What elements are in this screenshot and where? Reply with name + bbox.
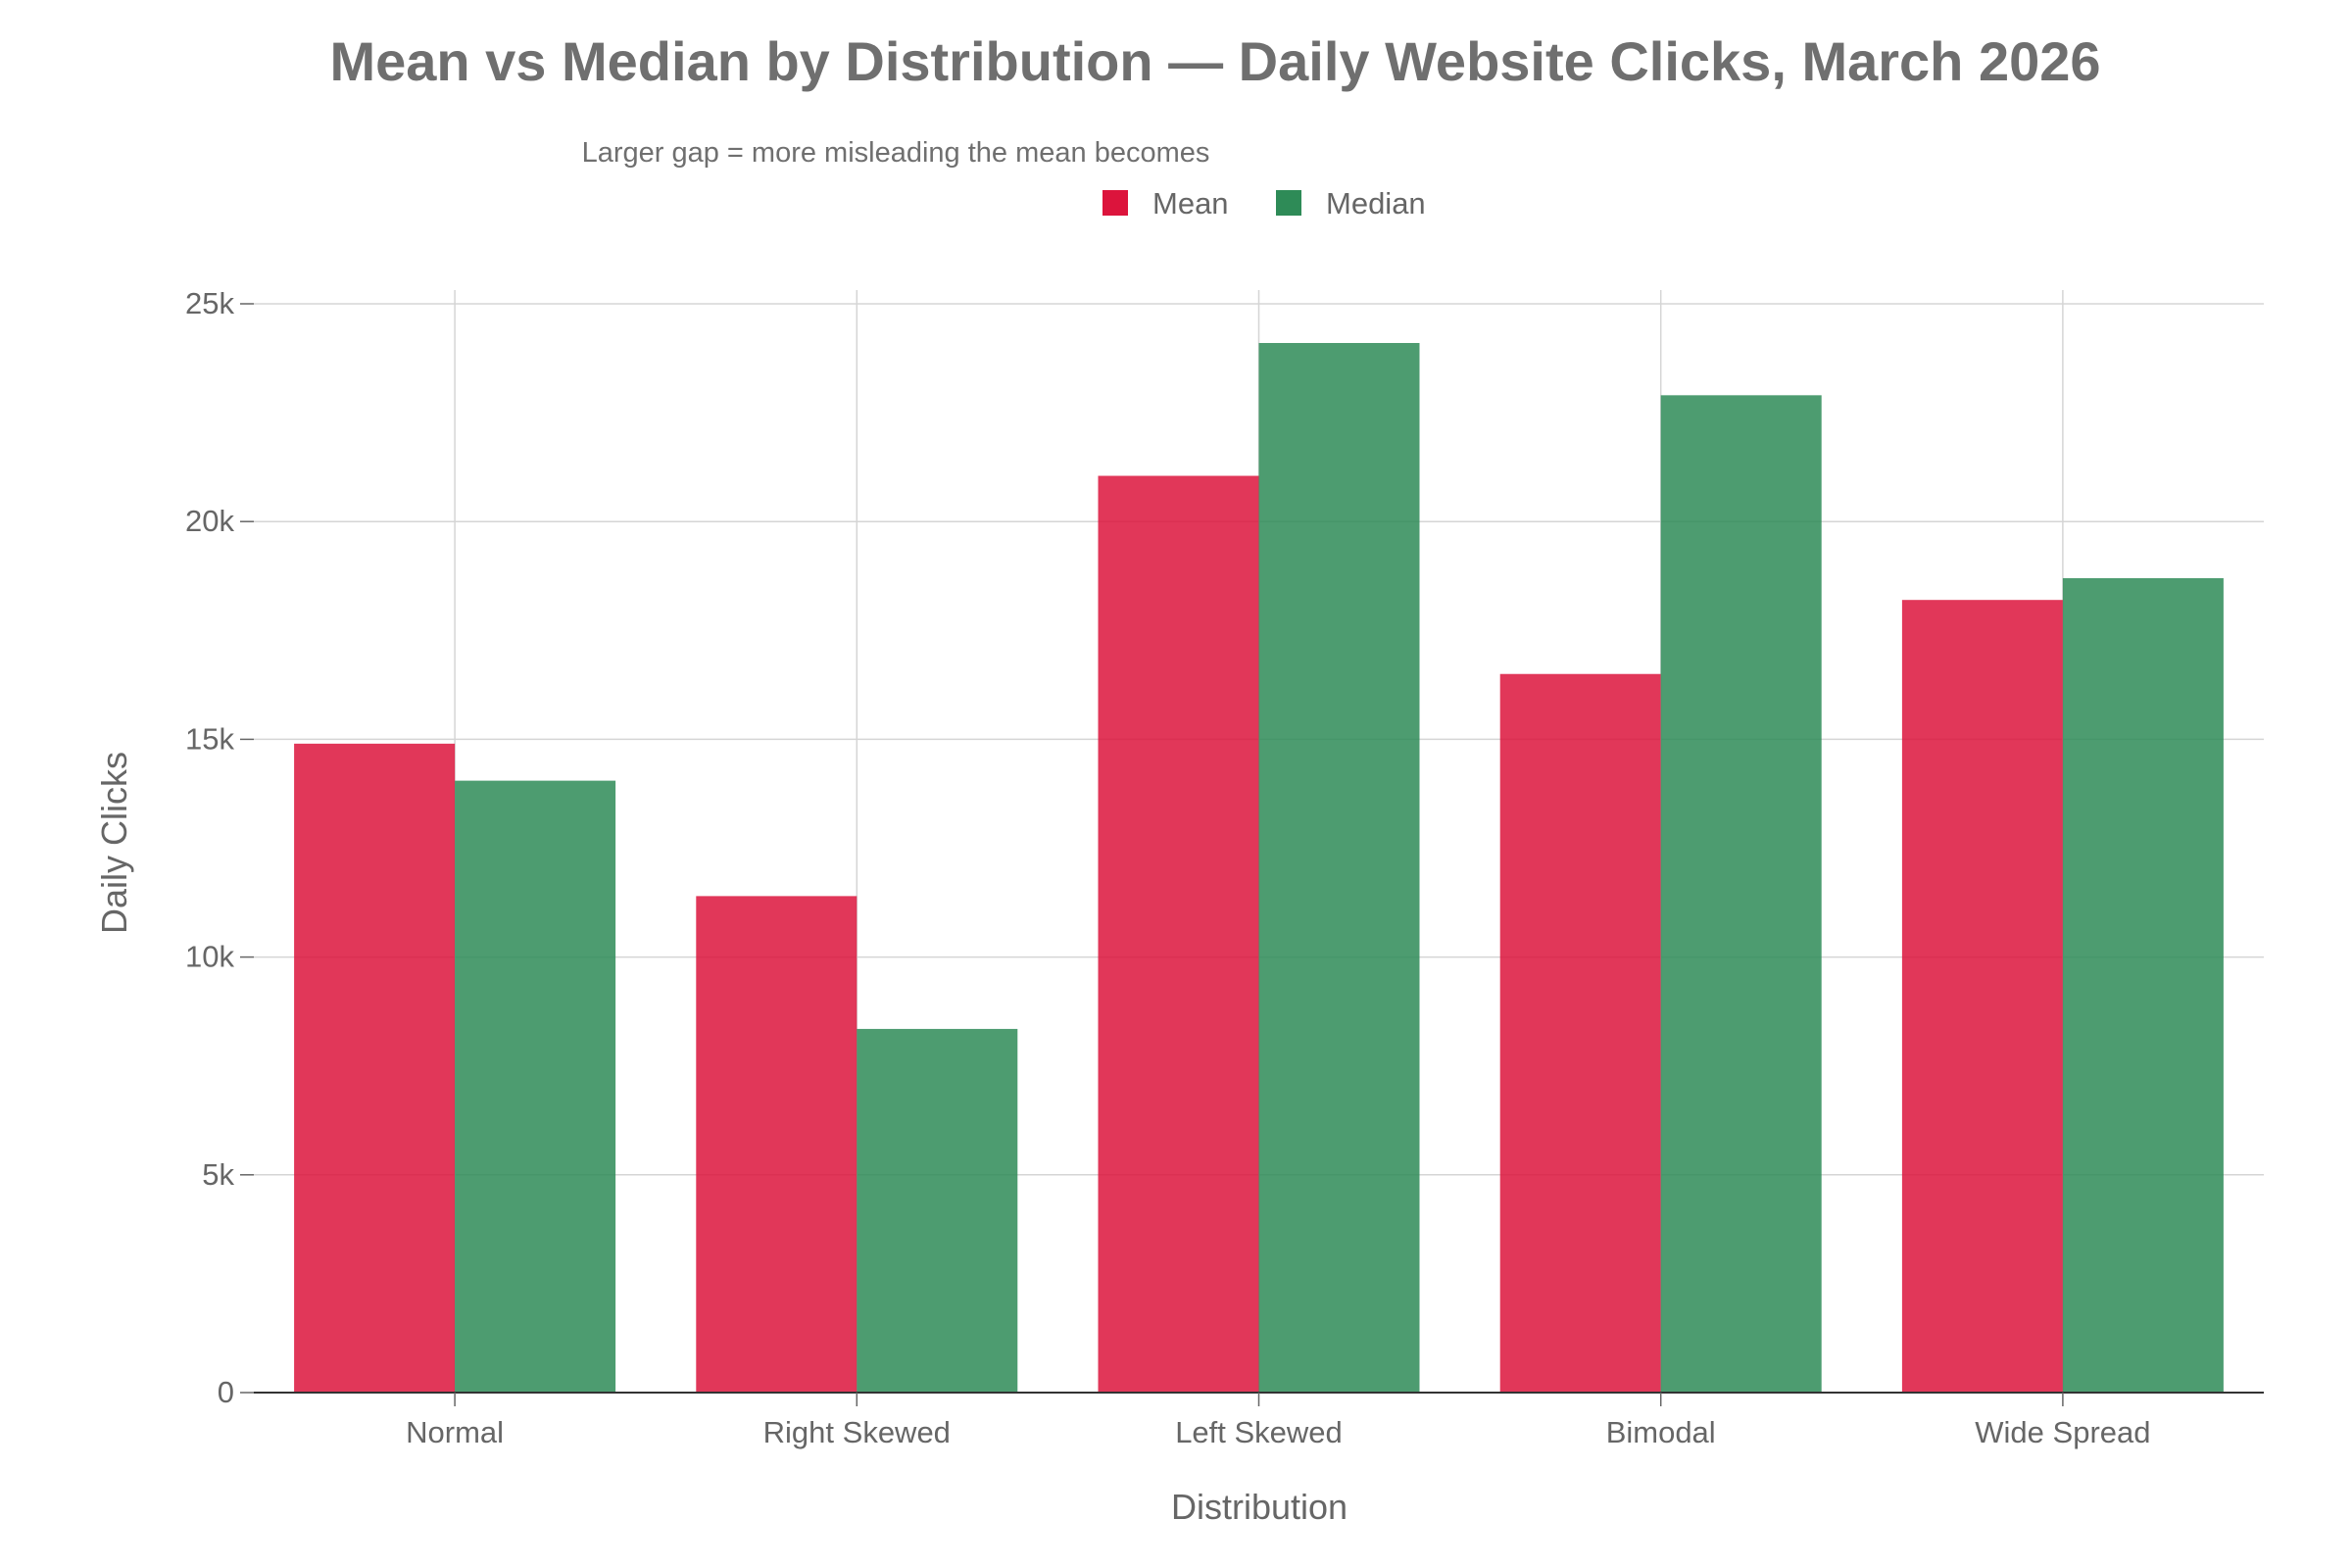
x-tick-label-1: Right Skewed xyxy=(763,1415,951,1449)
x-tick-label-4: Wide Spread xyxy=(1975,1415,2150,1449)
bar-mean-wide-spread xyxy=(1901,600,2063,1393)
bars-layer xyxy=(294,342,2224,1394)
legend-median-swatch xyxy=(1276,190,1301,216)
legend-mean-label: Mean xyxy=(1152,186,1229,220)
legend-mean-swatch xyxy=(1102,190,1128,216)
x-tick-label-0: Normal xyxy=(406,1415,504,1449)
bar-median-bimodal xyxy=(1660,395,1822,1394)
y-tick-label-4: 20k xyxy=(185,504,234,538)
x-tick-label-2: Left Skewed xyxy=(1175,1415,1343,1449)
y-tick-label-1: 5k xyxy=(202,1157,234,1192)
bar-median-normal xyxy=(455,780,616,1393)
y-tick-label-0: 0 xyxy=(218,1375,234,1409)
x-tick-label-3: Bimodal xyxy=(1606,1415,1716,1449)
bar-median-wide-spread xyxy=(2062,577,2224,1393)
axes-layer: 0 5k 10k 15k 20k 25k Normal Right Skewed Left Sk… xyxy=(185,286,2264,1449)
bar-median-left-skewed xyxy=(1258,342,1420,1394)
bar-mean-right-skewed xyxy=(696,896,858,1393)
y-axis-title: Daily Clicks xyxy=(94,752,134,934)
x-axis-title: Distribution xyxy=(1171,1487,1348,1527)
bar-mean-bimodal xyxy=(1499,673,1661,1393)
chart-subtitle: Larger gap = more misleading the mean be… xyxy=(582,137,1210,169)
bar-mean-left-skewed xyxy=(1098,475,1259,1394)
legend-median-label: Median xyxy=(1326,186,1426,220)
bar-median-right-skewed xyxy=(857,1028,1018,1393)
chart-title: Mean vs Median by Distribution — Daily W… xyxy=(329,30,2100,92)
y-tick-label-3: 15k xyxy=(185,721,234,756)
bar-mean-normal xyxy=(294,743,456,1393)
y-tick-label-5: 25k xyxy=(185,286,234,320)
legend: Mean Median xyxy=(1102,186,1426,220)
y-tick-label-2: 10k xyxy=(185,940,234,974)
